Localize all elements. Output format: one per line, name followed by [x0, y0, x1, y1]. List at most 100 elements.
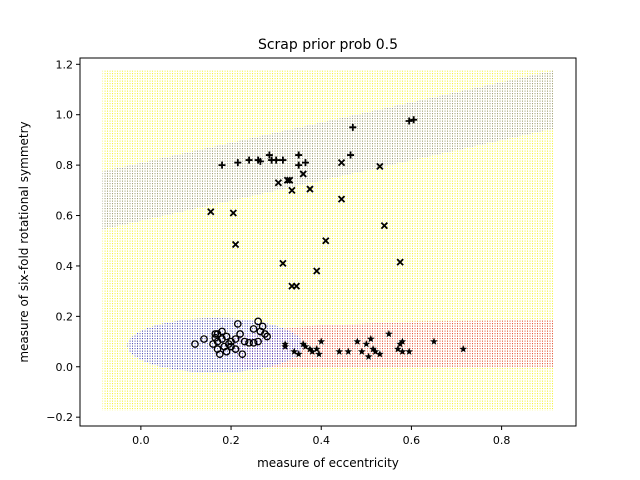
point-star-8 [312, 345, 321, 353]
point-x-2 [231, 240, 240, 249]
point-x-15 [337, 158, 346, 167]
point-circle-16 [231, 345, 240, 353]
point-x-5 [283, 176, 292, 184]
x-tick-label: 0.8 [493, 434, 511, 447]
y-axis-label: measure of six-fold rotational symmetry [17, 121, 31, 362]
point-circle-21 [245, 338, 253, 347]
point-star-10 [317, 337, 326, 345]
point-star-16 [364, 352, 373, 360]
chart-title: Scrap prior prob 0.5 [258, 37, 398, 53]
point-star-20 [376, 350, 384, 358]
point-plus-9 [295, 151, 303, 159]
point-plus-1 [234, 159, 242, 167]
point-star-14 [358, 347, 366, 355]
point-plus-10 [295, 161, 303, 169]
point-star-12 [344, 347, 353, 355]
y-tick-label: −0.2 [46, 411, 73, 424]
point-circle-1 [200, 335, 208, 343]
point-star-6 [306, 345, 314, 353]
point-x-0 [207, 208, 215, 216]
point-star-24 [398, 337, 407, 345]
point-plus-2 [245, 156, 253, 164]
y-tick-label: 0.4 [56, 260, 74, 273]
y-tick-label: 0.8 [56, 159, 74, 172]
point-circle-27 [258, 322, 267, 331]
point-plus-13 [349, 123, 357, 131]
point-star-21 [385, 330, 393, 338]
point-circle-7 [215, 350, 224, 359]
point-x-6 [286, 176, 294, 184]
y-tick-label: 1.0 [56, 109, 74, 122]
point-star-4 [299, 340, 307, 348]
point-star-22 [394, 345, 402, 353]
point-star-19 [371, 347, 380, 355]
point-circle-30 [211, 330, 220, 338]
point-circle-19 [238, 350, 247, 359]
point-star-7 [308, 347, 317, 355]
y-tick-label: 0.6 [56, 210, 74, 223]
point-plus-7 [272, 156, 280, 164]
y-axis-ticks: −0.2 0.0 0.2 0.4 0.6 0.8 1.0 1.2 [46, 58, 80, 424]
point-circle-31 [224, 340, 233, 348]
region-yellow [102, 70, 553, 411]
point-star-17 [367, 335, 375, 343]
point-x-7 [288, 186, 296, 194]
x-axis-label: measure of eccentricity [257, 456, 399, 470]
point-x-16 [376, 162, 384, 171]
point-star-11 [335, 347, 344, 355]
point-x-17 [380, 221, 389, 230]
point-x-11 [306, 185, 314, 193]
point-star-27 [430, 337, 438, 345]
point-plus-15 [410, 116, 418, 124]
y-tick-label: 0.2 [56, 310, 74, 323]
point-circle-18 [236, 330, 244, 338]
x-tick-label: 0.2 [222, 434, 240, 447]
point-circle-17 [233, 320, 242, 328]
x-tick-label: 0.4 [312, 434, 330, 447]
point-circle-0 [191, 340, 199, 348]
point-star-15 [362, 340, 371, 348]
point-plus-8 [279, 156, 287, 164]
point-x-18 [396, 258, 404, 266]
point-star-28 [459, 345, 468, 353]
point-circle-12 [222, 347, 231, 356]
point-x-3 [274, 179, 283, 187]
plot-frame [79, 57, 577, 427]
point-star-2 [290, 347, 298, 355]
point-circle-8 [218, 327, 226, 336]
y-tick-label: 1.2 [56, 58, 74, 71]
point-star-25 [398, 347, 407, 355]
point-star-26 [405, 347, 413, 355]
point-circle-22 [249, 325, 258, 333]
point-plus-11 [301, 159, 309, 167]
point-plus-4 [256, 157, 264, 165]
point-circle-25 [254, 337, 262, 346]
point-circle-15 [231, 335, 240, 343]
point-plus-12 [347, 151, 355, 159]
point-circle-29 [263, 332, 271, 341]
data-points [191, 116, 468, 360]
point-x-4 [279, 259, 287, 268]
point-plus-0 [218, 161, 226, 169]
point-star-9 [315, 350, 323, 358]
point-x-12 [313, 267, 321, 275]
decision-regions [102, 70, 553, 411]
x-tick-label: 0.0 [132, 434, 150, 447]
point-plus-14 [405, 117, 413, 125]
point-circle-11 [222, 332, 231, 341]
point-x-13 [322, 237, 330, 245]
point-x-1 [229, 209, 237, 217]
x-tick-label: 0.6 [403, 434, 421, 447]
point-circle-20 [240, 337, 249, 346]
point-circle-24 [254, 317, 262, 326]
point-star-3 [294, 350, 303, 358]
point-x-14 [337, 195, 346, 203]
point-star-5 [301, 342, 310, 350]
x-axis-ticks: 0.0 0.2 0.4 0.6 0.8 [132, 426, 510, 447]
point-star-18 [369, 345, 377, 353]
point-circle-23 [249, 338, 258, 347]
point-x-9 [292, 282, 301, 290]
point-star-23 [396, 340, 404, 348]
point-plus-5 [265, 151, 273, 159]
